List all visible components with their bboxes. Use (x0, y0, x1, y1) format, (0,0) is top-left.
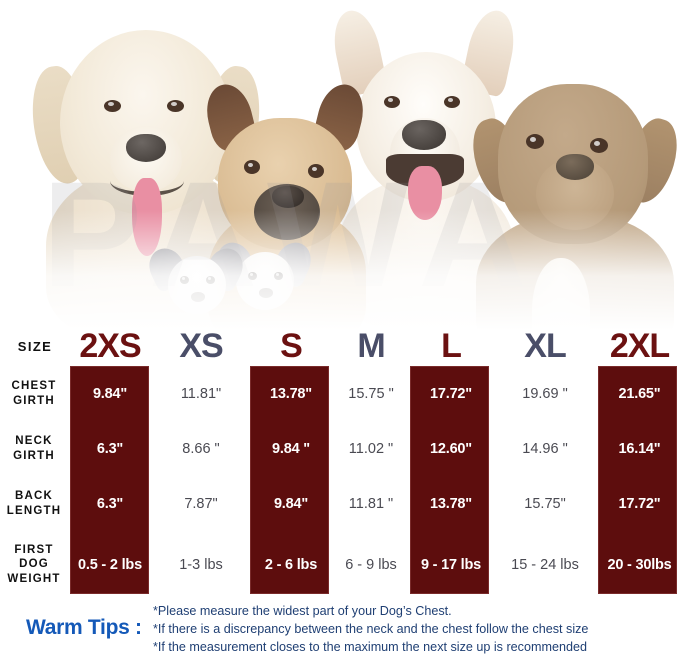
chest-girth-l: 17.72" (430, 385, 472, 402)
chest-girth-xs: 11.81" (180, 385, 222, 402)
row-label-neck-girth-line1: NECK (15, 435, 53, 448)
warm-tips-section: Warm Tips : *Please measure the widest p… (0, 600, 679, 659)
highlight-bar-s (250, 366, 329, 594)
back-length-s: 9.84" (273, 495, 309, 512)
back-length-xs: 7.87" (184, 495, 218, 512)
neck-girth-xs: 8.66 " (182, 440, 220, 457)
retriever-nose (126, 134, 166, 162)
retriever-eye-right (167, 100, 184, 112)
size-chart-table: SIZE 2XS XS S M L XL 2XL CHEST GIRTH 9.8… (0, 326, 679, 598)
first-dog-weight-s: 2 - 6 lbs (264, 556, 318, 573)
frenchie-eye-right (308, 164, 324, 178)
frenchie-eye-left (244, 160, 260, 174)
chest-girth-m: 15.75 " (348, 385, 394, 402)
neck-girth-s: 9.84 " (272, 440, 310, 457)
row-label-back-length-line1: BACK (14, 490, 53, 503)
back-length-2xl: 17.72" (618, 495, 661, 512)
size-header-2xs: 2XS (79, 327, 141, 365)
warm-tips-title: Warm Tips : (26, 616, 142, 639)
size-header-m: M (357, 327, 385, 365)
row-label-size: SIZE (17, 338, 53, 354)
back-length-xl: 15.75" (524, 495, 566, 512)
chest-girth-2xs: 9.84" (92, 385, 128, 402)
size-header-l: L (441, 327, 462, 365)
chest-girth-s: 13.78" (270, 385, 312, 402)
first-dog-weight-xs: 1-3 lbs (179, 556, 223, 573)
shepherd-nose (402, 120, 446, 150)
chest-girth-2xl: 21.65" (618, 385, 661, 402)
row-label-first-dog-weight: FIRST DOG WEIGHT (0, 531, 70, 598)
neck-girth-2xl: 16.14" (618, 440, 661, 457)
row-label-neck-girth: NECK GIRTH (0, 421, 70, 476)
highlight-bar-l (410, 366, 489, 594)
size-header-s: S (280, 327, 303, 365)
shepherd-eye-left (384, 96, 400, 108)
retriever-eye-left (104, 100, 121, 112)
warm-tip-line-1: *Please measure the widest part of your … (153, 604, 452, 618)
row-label-first-dog-weight-line3: WEIGHT (7, 572, 61, 585)
row-label-back-length: BACK LENGTH (0, 476, 70, 531)
first-dog-weight-m: 6 - 9 lbs (345, 556, 397, 573)
warm-tip-line-2: *If there is a discrepancy between the n… (153, 621, 589, 636)
warm-tip-line-3: *If the measurement closes to the maximu… (153, 639, 587, 654)
first-dog-weight-l: 9 - 17 lbs (420, 556, 482, 573)
frenchie-nose (272, 186, 304, 208)
bulldog-eye-right (590, 138, 608, 153)
neck-girth-m: 11.02 " (348, 440, 394, 457)
photo-bottom-fade (0, 210, 679, 330)
neck-girth-xl: 14.96 " (522, 440, 568, 457)
first-dog-weight-xl: 15 - 24 lbs (511, 556, 579, 573)
first-dog-weight-2xs: 0.5 - 2 lbs (78, 556, 142, 573)
back-length-m: 11.81 " (348, 495, 394, 512)
row-label-first-dog-weight-line2: DOG (19, 558, 49, 571)
row-label-neck-girth-line2: GIRTH (13, 449, 55, 462)
back-length-2xs: 6.3" (96, 495, 124, 512)
row-label-chest-girth-line2: GIRTH (13, 394, 55, 407)
row-label-chest-girth: CHEST GIRTH (0, 366, 70, 421)
size-header-2xl: 2XL (609, 327, 670, 365)
first-dog-weight-2xl: 20 - 30lbs (607, 556, 672, 573)
row-label-first-dog-weight-line1: FIRST (14, 543, 54, 556)
shepherd-eye-right (444, 96, 460, 108)
bulldog-nose (556, 154, 594, 180)
size-header-xl: XL (524, 327, 566, 365)
row-label-chest-girth-line1: CHEST (11, 380, 57, 393)
size-header-xs: XS (179, 327, 223, 365)
row-label-back-length-line2: LENGTH (6, 504, 62, 517)
dog-photo-banner: PAWA (0, 6, 679, 330)
warm-tips-list: *Please measure the widest part of your … (153, 603, 673, 656)
highlight-bar-2xl (598, 366, 677, 594)
neck-girth-2xs: 6.3" (96, 440, 124, 457)
size-chart-grid: SIZE 2XS XS S M L XL 2XL CHEST GIRTH 9.8… (0, 326, 679, 598)
bulldog-eye-left (526, 134, 544, 149)
chest-girth-xl: 19.69 " (522, 385, 568, 402)
back-length-l: 13.78" (430, 495, 472, 512)
neck-girth-l: 12.60" (430, 440, 472, 457)
highlight-bar-2xs (70, 366, 149, 594)
